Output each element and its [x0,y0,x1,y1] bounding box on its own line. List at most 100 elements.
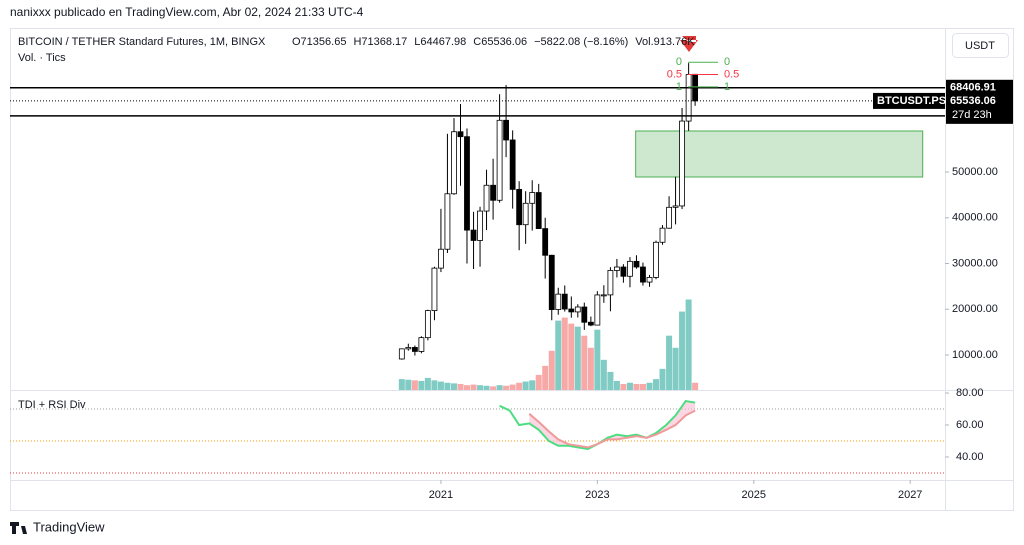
candle-body [685,74,692,122]
fib-label: 0.5 [724,68,739,80]
candle-body [568,308,575,313]
candle-body [451,131,457,195]
y-tick-label: 10000.00 [952,349,998,361]
publisher: nanixxx publicado en TradingView.com, Ab… [10,5,364,19]
volume-bar [633,383,640,390]
volume-bar [574,326,581,390]
candle-body [496,119,503,201]
volume-bar [431,380,438,390]
ohlc-value: Vol.913.76K [635,36,695,48]
candle-body [483,184,490,212]
candle-body [411,347,418,352]
volume-bar [561,317,568,390]
volume-bar [529,380,536,390]
candle-body [594,294,601,326]
y-tick-label: 60.00 [956,419,984,431]
volume-bar [620,383,627,390]
footer-logo: TradingView [10,519,105,534]
currency[interactable]: USDT [965,40,995,52]
pane-title: TDI + RSI Div [18,399,86,411]
volume-bar [542,365,549,390]
candle-body [516,188,523,226]
candle-body [509,139,516,190]
candle-body [653,241,659,278]
ohlc-value: H71368.17 [353,36,407,48]
candle-body [666,206,672,229]
candle-body [503,119,509,141]
ohlc-value: −5822.08 (−8.16%) [534,36,628,48]
candle-body [464,136,470,231]
candle-body [398,348,405,360]
candle-body [672,205,679,208]
volume-bar [659,368,666,390]
candle-body [555,293,562,310]
volume-bar [496,385,503,390]
volume-bar [600,359,607,390]
volume-bar [463,385,470,390]
candle-body [444,193,451,250]
candle-body [522,202,529,226]
volume-bar [594,329,601,390]
ohlc-value: O71356.65 [292,36,346,48]
volume-bar [450,383,457,390]
volume-bar [646,382,653,390]
frame [10,28,1014,511]
volume-bar [672,347,679,390]
candle-body [431,267,438,312]
candle-body [620,266,627,277]
volume-bar [398,379,405,390]
volume-bar [503,385,510,390]
fib-label: 0 [676,56,682,68]
candle-body [614,266,620,271]
countdown: 27d 23h [952,109,992,121]
candle-body [405,347,412,350]
volume-bar [418,380,425,390]
y-tick-label: 40000.00 [952,212,998,224]
volume-bar [470,384,477,390]
volume-bar [490,386,497,390]
volume-bar [555,320,562,390]
candle-body [659,227,666,243]
volume-bar [509,384,516,390]
logo-icon [10,522,27,534]
fib-label: 1 [676,81,682,93]
symbol-label: BTCUSDT.PS [877,95,946,107]
x-tick-label: 2023 [585,489,609,501]
candle-body [424,310,431,339]
candle-body [490,184,497,201]
candle-body [529,192,536,204]
ohlc-value: C65536.06 [473,36,527,48]
alert-arrow [680,36,698,52]
price-label-box [946,79,1013,96]
candle-body [679,120,685,207]
candle-body [477,210,483,241]
volume-bar [548,350,555,390]
candle-body [574,306,581,313]
volume-bar [424,377,431,390]
candle-body [627,260,633,277]
volume-bar [405,379,412,390]
volume-bar [516,382,523,390]
fib-label: 0 [724,56,730,68]
fib-label: 0.5 [667,68,682,80]
y-tick-label: 80.00 [956,387,984,399]
x-tick-label: 2025 [742,489,766,501]
volume-bar [477,385,484,390]
volume-bar [653,379,660,390]
candle-body [600,294,607,297]
candle-body [587,321,594,326]
last-price-label: 65536.06 [950,95,996,107]
candle-body [418,337,425,352]
currency-button[interactable] [952,33,1009,58]
y-tick-label: 40.00 [956,451,984,463]
symbol: BITCOIN / TETHER Standard Futures, 1M, B… [18,36,266,48]
candle-body [646,277,653,283]
volume-bar [568,323,575,390]
candle-body [438,248,444,269]
volume-bar [587,347,594,390]
x-tick-label: 2021 [429,489,453,501]
candle-body [470,229,477,241]
